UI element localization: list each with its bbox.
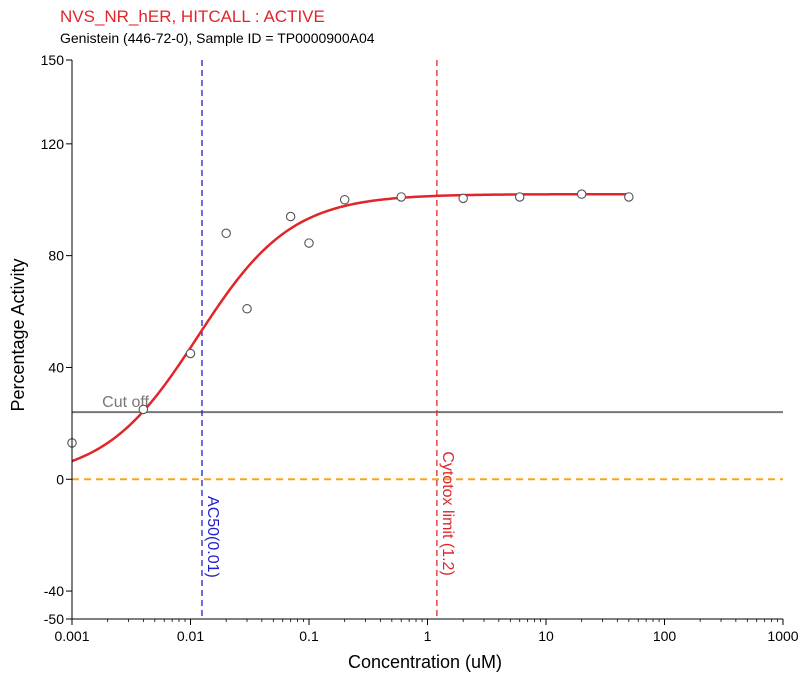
data-point-5	[285, 211, 296, 222]
cytotox-label: Cytotox limit (1.2)	[439, 451, 456, 575]
y-tick-label-120: 120	[41, 136, 65, 152]
y-tick-label-0: 0	[56, 471, 64, 487]
y-tick-label-150: 150	[41, 52, 65, 68]
y-tick-label--40: -40	[44, 583, 64, 599]
y-tick-label-40: 40	[48, 359, 64, 375]
data-point-7	[339, 195, 350, 205]
data-point-1	[138, 404, 149, 415]
fit-curve	[71, 192, 629, 463]
data-point-10	[514, 192, 525, 202]
x-tick-label-100: 100	[653, 628, 677, 644]
data-marks	[67, 189, 634, 463]
x-tick-label-1: 1	[424, 628, 432, 644]
data-point-11	[576, 189, 587, 199]
data-point-8	[396, 192, 406, 202]
y-tick-label-80: 80	[48, 248, 64, 264]
x-tick-label-0.001: 0.001	[54, 628, 89, 644]
cutoff-label: Cut off	[102, 394, 149, 411]
chart-subtitle: Genistein (446-72-0), Sample ID = TP0000…	[60, 30, 375, 46]
ac50-label: AC50(0.01)	[204, 496, 221, 578]
x-tick-label-10: 10	[538, 628, 554, 644]
data-point-2	[185, 348, 196, 359]
axes: 150 120 80 40 0 -40 -500.001 0.01 0.1 1 10 100 1000	[41, 52, 799, 644]
data-point-3	[221, 228, 231, 239]
data-point-4	[242, 304, 252, 314]
data-point-12	[624, 192, 634, 202]
data-point-6	[304, 238, 314, 248]
x-tick-label-0.01: 0.01	[177, 628, 204, 644]
y-tick-label--50: -50	[44, 611, 64, 627]
x-axis-label: Concentration (uM)	[348, 652, 502, 672]
x-tick-label-1000: 1000	[767, 628, 798, 644]
data-point-9	[458, 193, 468, 204]
chart-title: NVS_NR_hER, HITCALL : ACTIVE	[60, 7, 325, 26]
y-axis-label: Percentage Activity	[8, 258, 28, 411]
x-tick-label-0.1: 0.1	[299, 628, 319, 644]
plot-lines: Cut off AC50(0.01) Cytotox limit (1.2)	[72, 60, 783, 619]
